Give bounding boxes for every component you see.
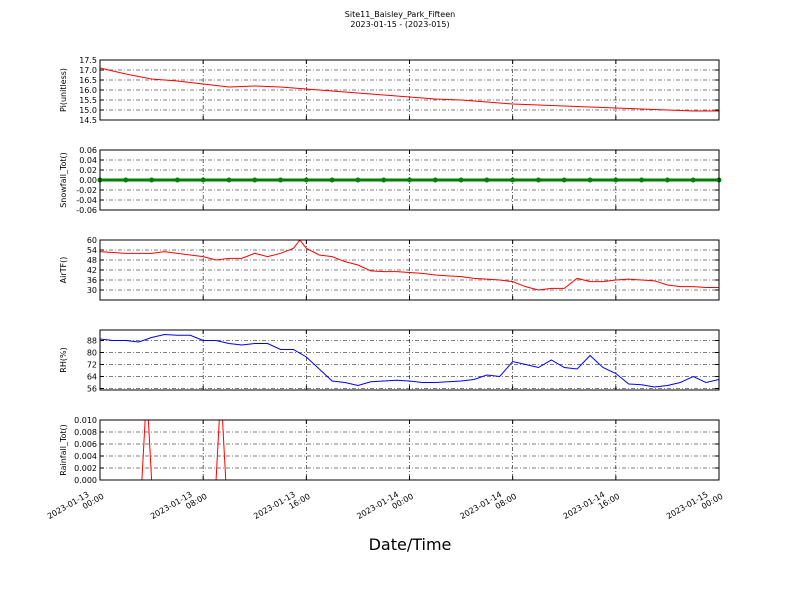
marker (149, 177, 155, 183)
marker (664, 177, 670, 183)
x-tick-label: 2023-01-1308:00 (149, 484, 209, 529)
marker (690, 177, 696, 183)
y-tick-label: 15.0 (79, 106, 97, 115)
marker (639, 177, 645, 183)
marker (381, 177, 387, 183)
y-tick-label: 16.5 (79, 76, 97, 85)
data-line (100, 67, 719, 112)
x-tick-label: 2023-01-1316:00 (252, 484, 312, 529)
y-tick-label: 42 (87, 266, 97, 275)
x-tick-label: 2023-01-1416:00 (562, 484, 622, 529)
marker (303, 177, 309, 183)
plot-frame (99, 419, 720, 481)
y-tick-label: 54 (87, 246, 97, 255)
marker (407, 177, 412, 183)
marker (174, 177, 180, 183)
marker (613, 177, 619, 183)
x-tick-label: 2023-01-1408:00 (459, 484, 519, 529)
y-tick-label: 36 (87, 276, 97, 285)
y-axis-label: AirTF() (59, 257, 68, 284)
y-tick-label: 17.0 (79, 66, 97, 75)
marker (484, 177, 490, 183)
y-tick-label: 0.006 (74, 440, 97, 449)
y-tick-label: 80 (87, 349, 97, 358)
marker (123, 177, 129, 183)
y-tick-label: 0.000 (74, 476, 97, 485)
data-line (100, 333, 719, 388)
y-axis-label: Rainfall_Tot() (59, 424, 68, 476)
y-axis-label: RH(%) (59, 347, 68, 372)
data-line (100, 420, 719, 480)
x-tick-label: 2023-01-1400:00 (355, 484, 415, 529)
y-tick-label: 30 (87, 286, 97, 295)
plot-frame (99, 59, 720, 121)
title: Site11_Baisley_Park_Fifteen (345, 10, 455, 19)
y-tick-label: -0.06 (76, 206, 97, 215)
y-tick-label: 0.004 (74, 452, 97, 461)
marker (200, 177, 206, 183)
data-line (100, 240, 719, 291)
y-tick-label: 0.010 (74, 416, 97, 425)
marker (252, 177, 258, 183)
x-tick-label: 2023-01-1500:00 (665, 484, 725, 529)
y-tick-label: 60 (87, 236, 97, 245)
marker (587, 177, 593, 183)
y-tick-label: -0.02 (76, 186, 97, 195)
y-tick-label: 0.02 (79, 166, 97, 175)
y-tick-label: -0.04 (76, 196, 97, 205)
y-tick-label: 14.5 (79, 116, 97, 125)
marker (278, 177, 284, 183)
y-axis-label: Snowfall_Tot() (59, 152, 68, 208)
y-tick-label: 88 (87, 337, 97, 346)
y-tick-label: 72 (87, 361, 97, 370)
y-tick-label: 0.06 (79, 146, 97, 155)
y-tick-label: 17.5 (79, 56, 97, 65)
y-tick-label: 0.002 (74, 464, 97, 473)
marker (535, 177, 541, 183)
marker (226, 177, 232, 183)
y-tick-label: 56 (87, 385, 97, 394)
marker (458, 177, 464, 183)
plot-frame (99, 239, 720, 301)
y-axis-label: Pi(unitless) (59, 68, 68, 112)
plot-frame (99, 329, 720, 391)
marker (432, 177, 438, 183)
x-axis-label: Date/Time (369, 535, 452, 554)
marker (329, 177, 335, 183)
y-tick-label: 15.5 (79, 96, 97, 105)
y-tick-label: 16.0 (79, 86, 97, 95)
y-tick-label: 64 (87, 373, 97, 382)
y-tick-label: 0.00 (79, 176, 97, 185)
plot-frame (99, 149, 720, 211)
marker (510, 177, 516, 183)
y-tick-label: 48 (87, 256, 97, 265)
marker (561, 177, 567, 183)
subtitle: 2023-01-15 - (2023-015) (350, 20, 449, 29)
x-tick-label: 2023-01-1300:00 (46, 484, 106, 529)
y-tick-label: 0.04 (79, 156, 97, 165)
marker (355, 177, 361, 183)
y-tick-label: 0.008 (74, 428, 97, 437)
